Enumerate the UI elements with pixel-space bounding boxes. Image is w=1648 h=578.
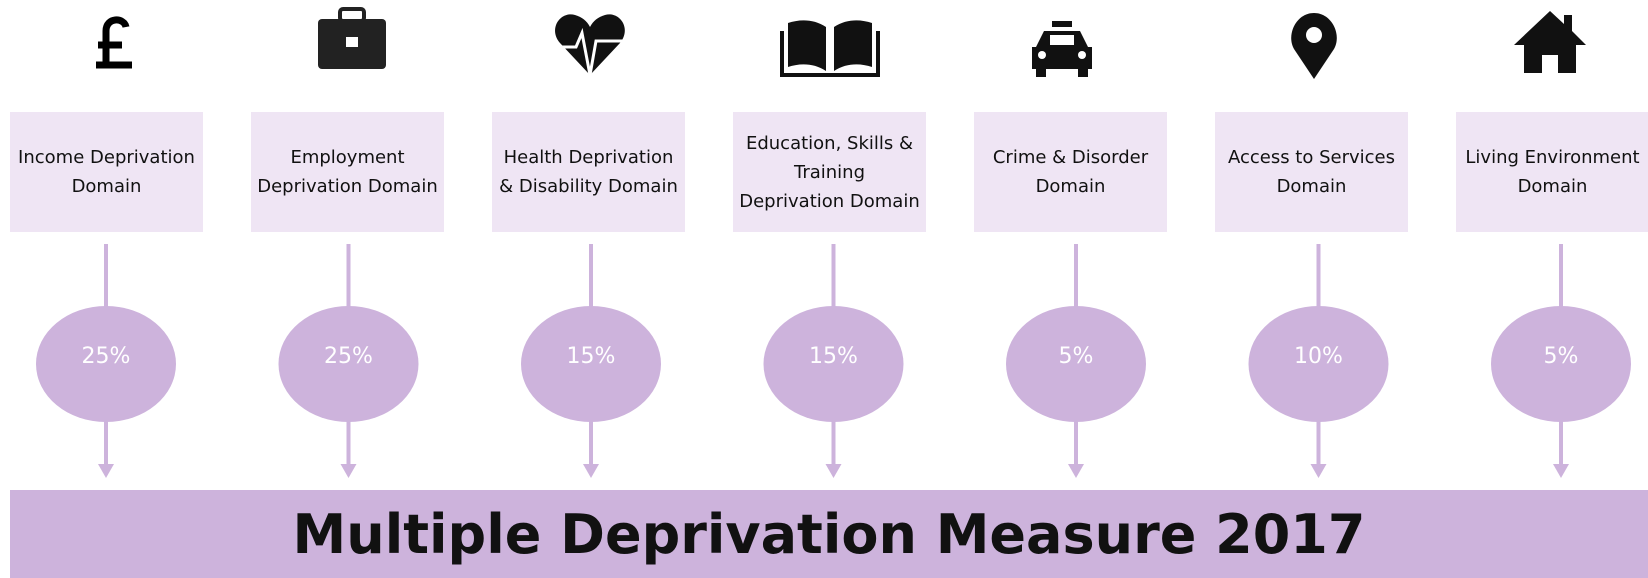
icon-location-pin bbox=[1291, 13, 1337, 79]
arrow-head bbox=[98, 464, 114, 478]
domain-box: Living Environment Domain bbox=[1456, 112, 1648, 232]
arrow-head bbox=[1068, 464, 1084, 478]
weight-circle bbox=[521, 306, 661, 422]
arrow-head bbox=[1310, 464, 1327, 478]
weight-label: 5% bbox=[1543, 344, 1579, 369]
weight-circle bbox=[763, 306, 904, 422]
domain-box: Crime & Disorder Domain bbox=[974, 112, 1167, 232]
icon-police-car bbox=[1032, 21, 1092, 77]
domain-box: Income Deprivation Domain bbox=[10, 112, 203, 232]
icon-book bbox=[780, 20, 880, 77]
domain-box: Education, Skills & Training Deprivation… bbox=[733, 112, 926, 232]
weight-label: 25% bbox=[324, 344, 373, 369]
weight-label: 15% bbox=[809, 344, 858, 369]
arrow-head bbox=[1553, 464, 1569, 478]
weight-circle bbox=[1248, 306, 1389, 422]
arrow-head bbox=[825, 464, 842, 478]
weight-circle bbox=[278, 306, 419, 422]
icon-heart bbox=[554, 14, 625, 76]
weight-label: 5% bbox=[1058, 344, 1094, 369]
domain-box: Health Deprivation & Disability Domain bbox=[492, 112, 685, 232]
diagram-art bbox=[36, 7, 1631, 478]
weight-label: 15% bbox=[566, 344, 616, 369]
arrow-head bbox=[583, 464, 599, 478]
domain-box: Employment Deprivation Domain bbox=[251, 112, 444, 232]
weight-circle bbox=[1491, 306, 1631, 422]
domain-box: Access to Services Domain bbox=[1215, 112, 1408, 232]
arrow-head bbox=[340, 464, 357, 478]
banner: Multiple Deprivation Measure 2017 bbox=[10, 490, 1648, 578]
weight-circle bbox=[1006, 306, 1146, 422]
icon-pound bbox=[96, 16, 132, 69]
icon-house bbox=[1514, 11, 1586, 73]
weight-label: 25% bbox=[81, 344, 131, 369]
weight-circle bbox=[36, 306, 176, 422]
icon-briefcase bbox=[318, 7, 386, 69]
weight-label: 10% bbox=[1294, 344, 1343, 369]
